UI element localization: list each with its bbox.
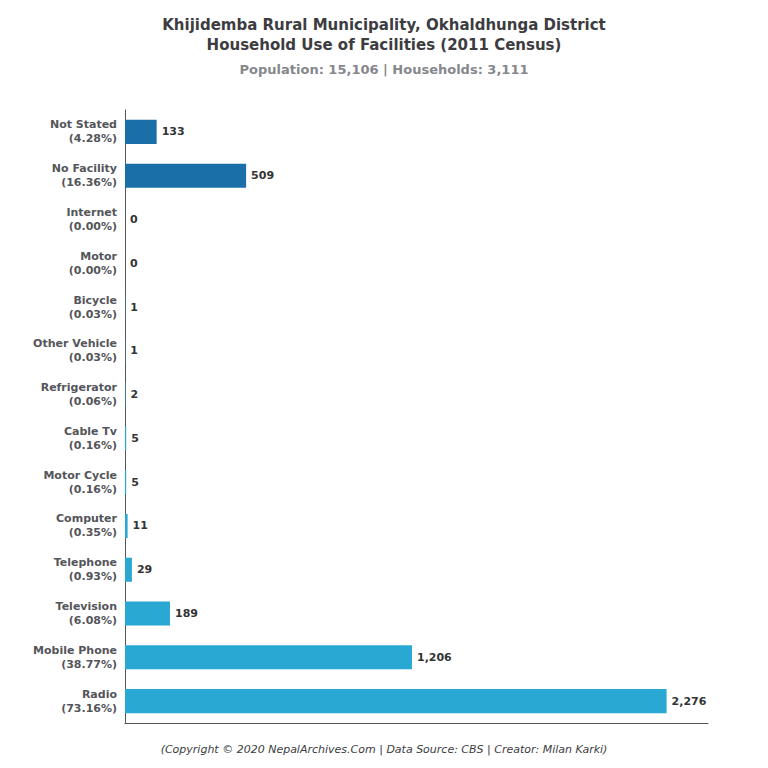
svg-text:Bicycle: Bicycle bbox=[73, 294, 117, 307]
svg-text:(4.28%): (4.28%) bbox=[69, 132, 117, 145]
svg-text:29: 29 bbox=[137, 563, 152, 576]
svg-text:Other Vehicle: Other Vehicle bbox=[33, 337, 117, 350]
svg-text:(0.00%): (0.00%) bbox=[69, 220, 117, 233]
svg-text:Not Stated: Not Stated bbox=[50, 118, 117, 131]
svg-text:1,206: 1,206 bbox=[417, 651, 452, 664]
svg-text:Radio: Radio bbox=[82, 688, 118, 701]
svg-text:Khijidemba Rural Municipality,: Khijidemba Rural Municipality, Okhaldhun… bbox=[162, 16, 606, 34]
svg-text:(0.03%): (0.03%) bbox=[69, 308, 117, 321]
svg-text:5: 5 bbox=[131, 476, 139, 489]
svg-text:(38.77%): (38.77%) bbox=[61, 658, 117, 671]
svg-text:Internet: Internet bbox=[66, 206, 117, 219]
svg-text:(73.16%): (73.16%) bbox=[61, 702, 117, 715]
svg-text:(Copyright © 2020 NepalArchive: (Copyright © 2020 NepalArchives.Com | Da… bbox=[161, 743, 608, 756]
svg-text:Household Use of Facilities (2: Household Use of Facilities (2011 Census… bbox=[207, 36, 562, 54]
svg-text:Mobile Phone: Mobile Phone bbox=[33, 644, 117, 657]
svg-text:133: 133 bbox=[162, 125, 185, 138]
svg-text:(6.08%): (6.08%) bbox=[69, 614, 117, 627]
svg-text:(16.36%): (16.36%) bbox=[61, 176, 117, 189]
svg-text:No Facility: No Facility bbox=[52, 162, 117, 175]
svg-text:Telephone: Telephone bbox=[54, 556, 117, 569]
svg-text:Television: Television bbox=[56, 600, 117, 613]
svg-text:11: 11 bbox=[133, 519, 148, 532]
svg-text:(0.16%): (0.16%) bbox=[69, 439, 117, 452]
svg-text:(0.35%): (0.35%) bbox=[69, 526, 117, 539]
svg-text:Motor Cycle: Motor Cycle bbox=[43, 469, 117, 482]
svg-text:(0.93%): (0.93%) bbox=[69, 570, 117, 583]
svg-text:0: 0 bbox=[130, 213, 138, 226]
svg-text:1: 1 bbox=[130, 301, 138, 314]
svg-text:2: 2 bbox=[130, 388, 138, 401]
svg-text:Motor: Motor bbox=[80, 250, 117, 263]
svg-text:Computer: Computer bbox=[56, 512, 118, 525]
svg-text:0: 0 bbox=[130, 257, 138, 270]
svg-text:2,276: 2,276 bbox=[672, 695, 707, 708]
svg-text:(0.06%): (0.06%) bbox=[69, 395, 117, 408]
svg-text:5: 5 bbox=[131, 432, 139, 445]
svg-text:Population: 15,106 | Household: Population: 15,106 | Households: 3,111 bbox=[240, 62, 529, 77]
svg-text:(0.00%): (0.00%) bbox=[69, 264, 117, 277]
svg-text:1: 1 bbox=[130, 344, 138, 357]
svg-text:(0.16%): (0.16%) bbox=[69, 483, 117, 496]
svg-text:Cable Tv: Cable Tv bbox=[64, 425, 118, 438]
svg-text:509: 509 bbox=[251, 169, 274, 182]
svg-text:189: 189 bbox=[175, 607, 198, 620]
svg-text:Refrigerator: Refrigerator bbox=[41, 381, 118, 394]
svg-text:(0.03%): (0.03%) bbox=[69, 351, 117, 364]
